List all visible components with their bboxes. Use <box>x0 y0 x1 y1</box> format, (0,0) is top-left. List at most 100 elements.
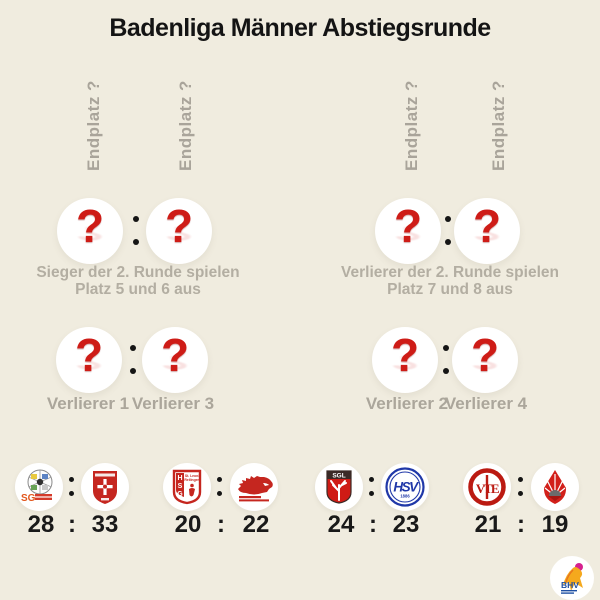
question-mark-icon: ? <box>74 329 104 381</box>
club-name-line <box>35 494 52 497</box>
question-mark-icon: ? <box>75 200 105 252</box>
colon-dot <box>217 491 222 496</box>
score-colon-dots <box>130 345 136 374</box>
round1-match1-away-circle: ? ? <box>142 327 208 393</box>
score-away-3: 23 <box>392 511 420 538</box>
sg-leutershausen-lion-logo <box>230 463 278 511</box>
semifinal-2-home-circle: ? ? <box>375 198 441 264</box>
player-figure-shade <box>565 569 574 583</box>
colon-dot <box>518 491 523 496</box>
question-mark-reflection: ? <box>75 222 105 245</box>
sgl-abbr-text: SGL <box>332 473 345 480</box>
question-mark-icon: ? <box>472 200 502 252</box>
bhv-subtitle-line <box>561 590 577 592</box>
bhv-logo-icon: BHV <box>561 563 583 594</box>
player-head <box>190 483 194 488</box>
sg-abbr-text: SG <box>21 493 36 504</box>
semifinal-2-away-circle: ? ? <box>454 198 520 264</box>
colon-dot <box>518 477 523 482</box>
colon-dot <box>445 216 451 222</box>
top-band <box>327 471 351 479</box>
crest-green <box>31 485 37 490</box>
sgl-shield-logo: SGL <box>315 463 363 511</box>
t-stem <box>485 475 489 499</box>
question-mark-reflection: ? <box>160 351 190 374</box>
logo-colon-dots <box>69 477 74 496</box>
endplatz-label-1: Endplatz ? <box>84 80 103 171</box>
hsg-letter-g: G <box>177 491 183 498</box>
score-home-1: 28 <box>27 511 55 538</box>
semifinal-1-home-circle: ? ? <box>57 198 123 264</box>
round1-match1-home-circle: ? ? <box>56 327 122 393</box>
question-mark-reflection: ? <box>393 222 423 245</box>
vte-ring-icon: VTE <box>468 468 506 506</box>
outer-ring <box>385 467 425 507</box>
endplatz-label-3: Endplatz ? <box>402 80 421 171</box>
semifinal-2-caption: Verlierer der 2. Runde spielen Platz 7 u… <box>320 264 580 298</box>
endplatz-label-2: Endplatz ? <box>176 80 195 171</box>
score-colon-dots <box>133 216 139 245</box>
caption-line-2: Platz 5 und 6 aus <box>75 281 201 298</box>
hsv-1886-logo: HSV 1886 <box>381 463 429 511</box>
score-away-1: 33 <box>91 511 119 538</box>
round1-match1-away-label: Verlierer 3 <box>131 394 215 413</box>
colon-dot <box>217 477 222 482</box>
score-away-2: 22 <box>242 511 270 538</box>
colon-dot <box>445 239 451 245</box>
question-mark-reflection: ? <box>164 222 194 245</box>
player-body <box>189 488 195 497</box>
colon-dot <box>443 345 449 351</box>
question-mark-reflection: ? <box>470 351 500 374</box>
hsg-letter-h: H <box>177 475 182 482</box>
score-home-4: 21 <box>474 511 502 538</box>
semifinal-1-away-circle: ? ? <box>146 198 212 264</box>
bhv-badge: BHV <box>550 556 594 600</box>
caption-line-1: Sieger der 2. Runde spielen <box>36 264 240 281</box>
red-cross-shield-icon <box>93 471 117 504</box>
antler-symbol <box>330 480 347 501</box>
question-mark-reflection: ? <box>472 222 502 245</box>
crest-blue <box>42 474 48 479</box>
score-colon-dots <box>443 345 449 374</box>
lion-head <box>238 476 273 495</box>
question-mark-icon: ? <box>164 200 194 252</box>
vte-logo: VTE <box>463 463 511 511</box>
colon-dot <box>369 491 374 496</box>
bhv-subtitle-line <box>561 592 574 594</box>
red-diamond-icon <box>543 470 567 504</box>
score-colon-4: : <box>517 511 525 538</box>
club-name-line <box>239 499 269 502</box>
logo-colon-dots <box>217 477 222 496</box>
red-cross-shield-logo <box>81 463 129 511</box>
round1-match2-home-label: Verlierer 2 <box>365 394 449 413</box>
bottom-semicircle <box>549 490 561 496</box>
question-mark-reflection: ? <box>74 351 104 374</box>
round1-match2-home-circle: ? ? <box>372 327 438 393</box>
shield-banner <box>95 473 115 477</box>
score-home-2: 20 <box>174 511 202 538</box>
sg-stutensee-weingarten-icon: SG <box>21 469 53 504</box>
question-mark-icon: ? <box>390 329 420 381</box>
page-title: Badenliga Männer Abstiegsrunde <box>109 14 491 42</box>
hsv-ring-icon: HSV 1886 <box>385 467 425 507</box>
hsg-st-leon-reilingen-logo: H S G St. Leon/ Reilingen <box>163 463 211 511</box>
inner-ring <box>389 471 421 503</box>
score-colon-dots <box>445 216 451 245</box>
round1-match2-away-label: Verlierer 4 <box>444 394 528 413</box>
hsg-town-line1: St. Leon/ <box>185 474 199 478</box>
score-home-3: 24 <box>327 511 355 538</box>
colon-dot <box>130 368 136 374</box>
question-mark-icon: ? <box>160 329 190 381</box>
left-band <box>176 473 184 497</box>
score-colon-3: : <box>369 511 377 538</box>
red-diamond-rays-logo <box>531 463 579 511</box>
score-colon-1: : <box>68 511 76 538</box>
caption-line-1: Verlierer der 2. Runde spielen <box>341 264 559 281</box>
bhv-abbr-text: BHV <box>561 580 579 590</box>
emblem-center <box>36 478 44 486</box>
hsv-abbr-text: HSV <box>393 480 419 495</box>
question-mark-icon: ? <box>470 329 500 381</box>
rays <box>544 474 566 497</box>
colon-dot <box>130 345 136 351</box>
logo-colon-dots <box>369 477 374 496</box>
